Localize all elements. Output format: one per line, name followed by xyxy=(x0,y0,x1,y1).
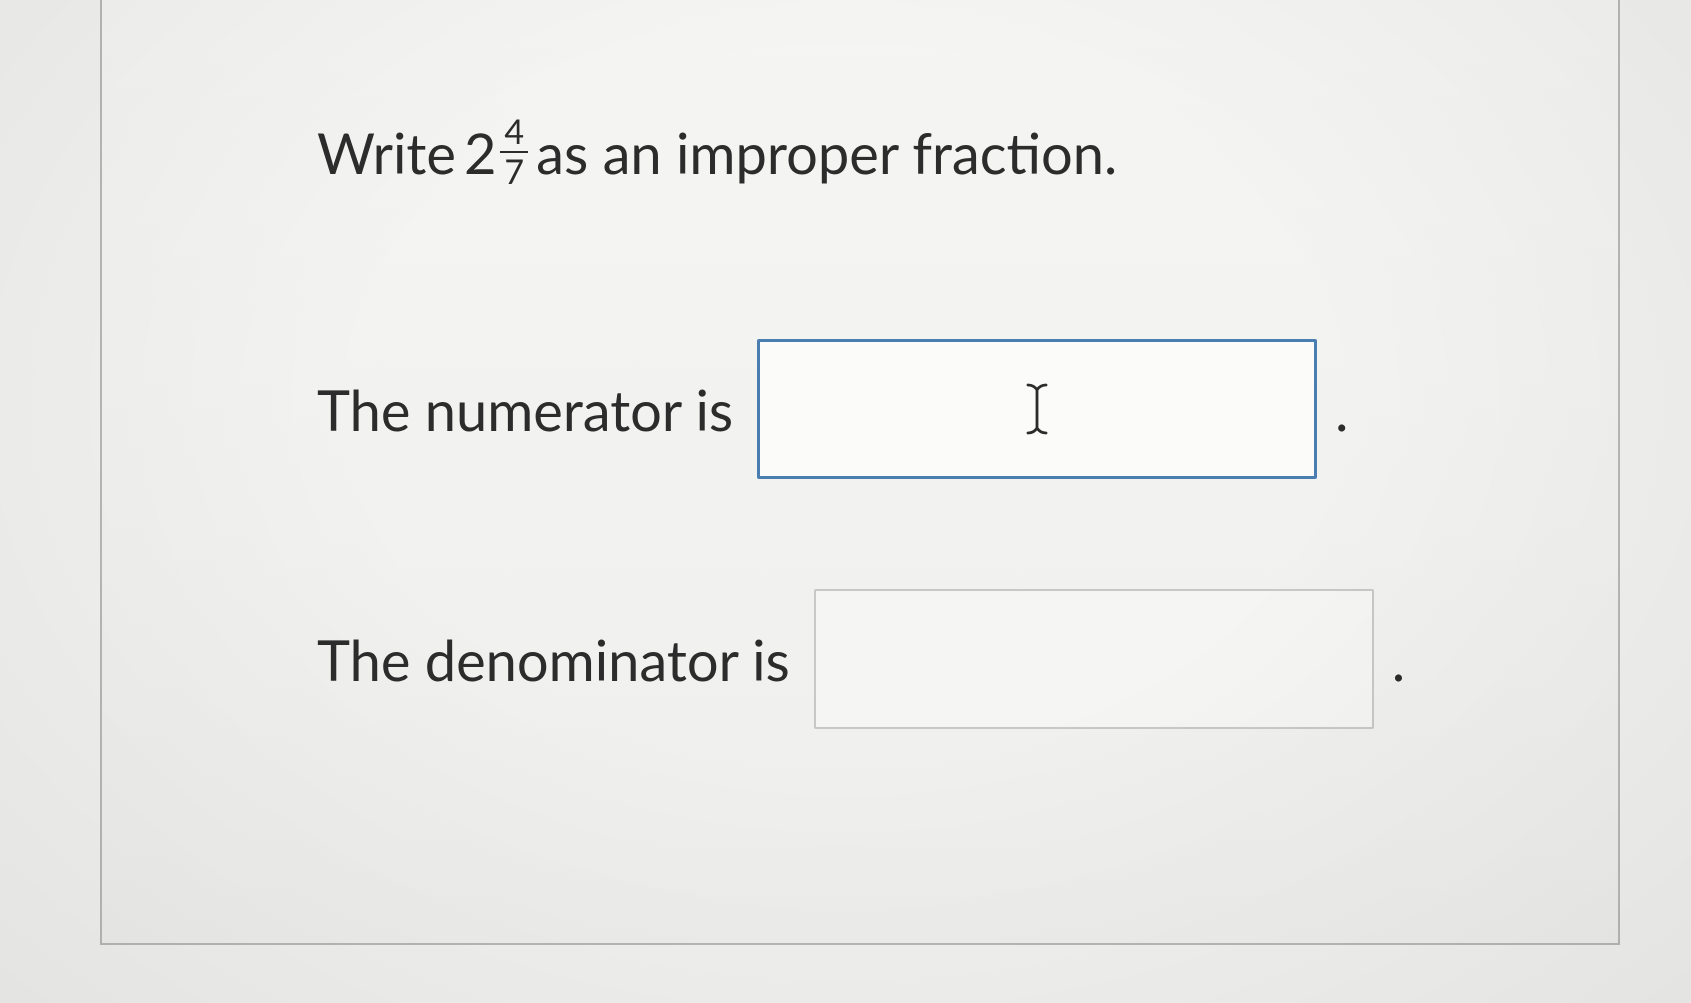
denominator-label: The denominator is xyxy=(317,626,790,693)
fraction-denominator: 7 xyxy=(500,153,528,189)
question-suffix: as an improper fraction. xyxy=(536,119,1117,186)
text-cursor-icon xyxy=(1022,381,1052,437)
fraction: 4 7 xyxy=(500,115,528,189)
mixed-whole: 2 xyxy=(464,119,496,186)
numerator-input[interactable] xyxy=(757,339,1317,479)
numerator-row: The numerator is . xyxy=(317,339,1517,479)
question-prompt: Write 2 4 7 as an improper fraction. xyxy=(317,115,1517,189)
denominator-row: The denominator is . xyxy=(317,589,1517,729)
period: . xyxy=(1392,626,1405,693)
denominator-input[interactable] xyxy=(814,589,1374,729)
question-panel: Write 2 4 7 as an improper fraction. The… xyxy=(100,0,1620,945)
question-content: Write 2 4 7 as an improper fraction. The… xyxy=(317,115,1517,729)
mixed-number: 2 4 7 xyxy=(464,115,528,189)
numerator-label: The numerator is xyxy=(317,376,733,443)
question-prefix: Write xyxy=(317,119,456,186)
fraction-numerator: 4 xyxy=(500,115,528,151)
period: . xyxy=(1335,376,1348,443)
